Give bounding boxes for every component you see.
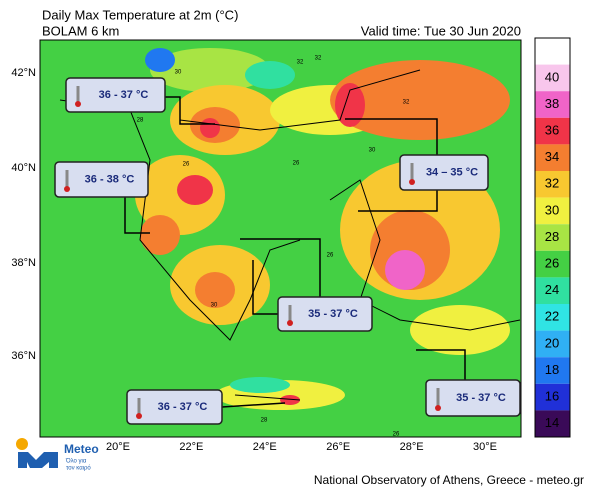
valid-time: Valid time: Tue 30 Jun 2020 [361, 23, 521, 38]
title: Daily Max Temperature at 2m (°C) [42, 7, 238, 22]
map [39, 39, 522, 438]
callout-box [277, 296, 373, 332]
contour-label: 26 [393, 432, 400, 438]
lon-label: 28°E [400, 441, 424, 453]
callout-box [399, 154, 489, 191]
callout-leader [165, 96, 215, 125]
colorbar-label: 18 [545, 362, 559, 377]
colorbar-label: 24 [545, 282, 559, 297]
colorbar-cell [535, 197, 570, 225]
logo-mark [18, 452, 58, 468]
callout-leader [358, 190, 438, 212]
colorbar-label: 22 [545, 309, 559, 324]
contour-label: 28 [261, 418, 268, 424]
colorbar-label: 20 [545, 335, 559, 350]
colorbar-cell [535, 383, 570, 411]
callout-box [425, 379, 521, 417]
colorbar-cell [535, 38, 570, 65]
colorbar-label: 38 [545, 96, 559, 111]
callout-leader [416, 349, 466, 380]
callout-box [54, 161, 149, 198]
logo-dot [16, 438, 28, 450]
thermometer-bulb [409, 179, 415, 185]
callout: 35 - 37 °C [277, 296, 373, 332]
contour-label: 26 [183, 162, 190, 168]
colorbar-cell [535, 250, 570, 278]
callout-label: 36 - 37 °C [158, 401, 208, 413]
callout-leader [252, 260, 278, 315]
colorbar-label: 16 [545, 389, 559, 404]
colorbar-cell [535, 304, 570, 331]
colorbar-label: 30 [545, 202, 559, 217]
lat-label: 42°N [11, 67, 36, 79]
contour-label: 28 [137, 118, 144, 124]
subtitle: BOLAM 6 km [42, 23, 119, 38]
callout-label: 35 - 37 °C [456, 392, 506, 404]
thermometer-bulb [136, 413, 142, 419]
contour-label: 30 [175, 70, 182, 76]
colorbar-label: 32 [545, 176, 559, 191]
colorbar-label: 26 [545, 256, 559, 271]
callout-leader [124, 197, 150, 234]
colorbar-cell [535, 224, 570, 251]
thermometer-bulb [435, 405, 441, 411]
callout: 36 - 37 °C [65, 77, 166, 113]
thermometer-bulb [64, 186, 70, 192]
thermometer-bulb [287, 320, 293, 326]
lon-label: 24°E [253, 441, 277, 453]
colorbar-label: 28 [545, 229, 559, 244]
colorbar-cell [535, 117, 570, 145]
callout: 34 – 35 °C [399, 154, 489, 191]
callout-box [65, 77, 166, 113]
colorbar-cell [535, 410, 570, 437]
logo-tagline: Όλο για [65, 459, 87, 465]
contour-label: 32 [403, 100, 410, 106]
callout: 36 - 37 °C [126, 389, 223, 425]
callout: 35 - 37 °C [425, 379, 521, 417]
colorbar-cell [535, 171, 570, 198]
colorbar-cell [535, 277, 570, 304]
callout-label: 36 - 37 °C [99, 89, 149, 101]
callout-label: 35 - 37 °C [308, 308, 358, 320]
lon-label: 26°E [326, 441, 350, 453]
colorbar-cell [535, 357, 570, 384]
colorbar-label: 14 [545, 415, 559, 430]
colorbar-label: 34 [545, 149, 559, 164]
contour-label: 32 [315, 56, 322, 62]
callout: 36 - 38 °C [54, 161, 149, 198]
logo-name: Meteo [64, 442, 99, 456]
lon-label: 20°E [106, 441, 130, 453]
callout-leader [240, 238, 321, 297]
thermometer-bulb [75, 101, 81, 107]
callout-box [126, 389, 223, 425]
contour-label: 26 [327, 253, 334, 259]
colorbar-cell [535, 91, 570, 118]
lat-label: 38°N [11, 257, 36, 269]
logo: Meteo Όλο για τον καιρό [16, 438, 99, 472]
contour-label: 30 [211, 303, 218, 309]
contour-label: 26 [293, 161, 300, 167]
lat-label: 40°N [11, 162, 36, 174]
callout-leader [345, 118, 438, 155]
callout-leader [221, 402, 286, 408]
lon-label: 30°E [473, 441, 497, 453]
colorbar-cell [535, 144, 570, 171]
colorbar-frame [534, 37, 571, 438]
colorbar-cell [535, 64, 570, 92]
colorbar-cell [535, 330, 570, 358]
contour-label: 30 [369, 148, 376, 154]
footer: National Observatory of Athens, Greece -… [314, 473, 584, 487]
logo-tagline: τον καιρό [66, 465, 91, 472]
callout-label: 36 - 38 °C [85, 173, 135, 185]
colorbar: 40 38 36 34 32 30 28 26 24 22 20 18 16 14 [534, 37, 571, 438]
colorbar-label: 36 [545, 123, 559, 138]
callout-label: 34 – 35 °C [426, 166, 478, 178]
lon-label: 22°E [179, 441, 203, 453]
colorbar-label: 40 [545, 69, 559, 84]
contour-label: 32 [297, 60, 304, 66]
lat-label: 36°N [11, 350, 36, 362]
